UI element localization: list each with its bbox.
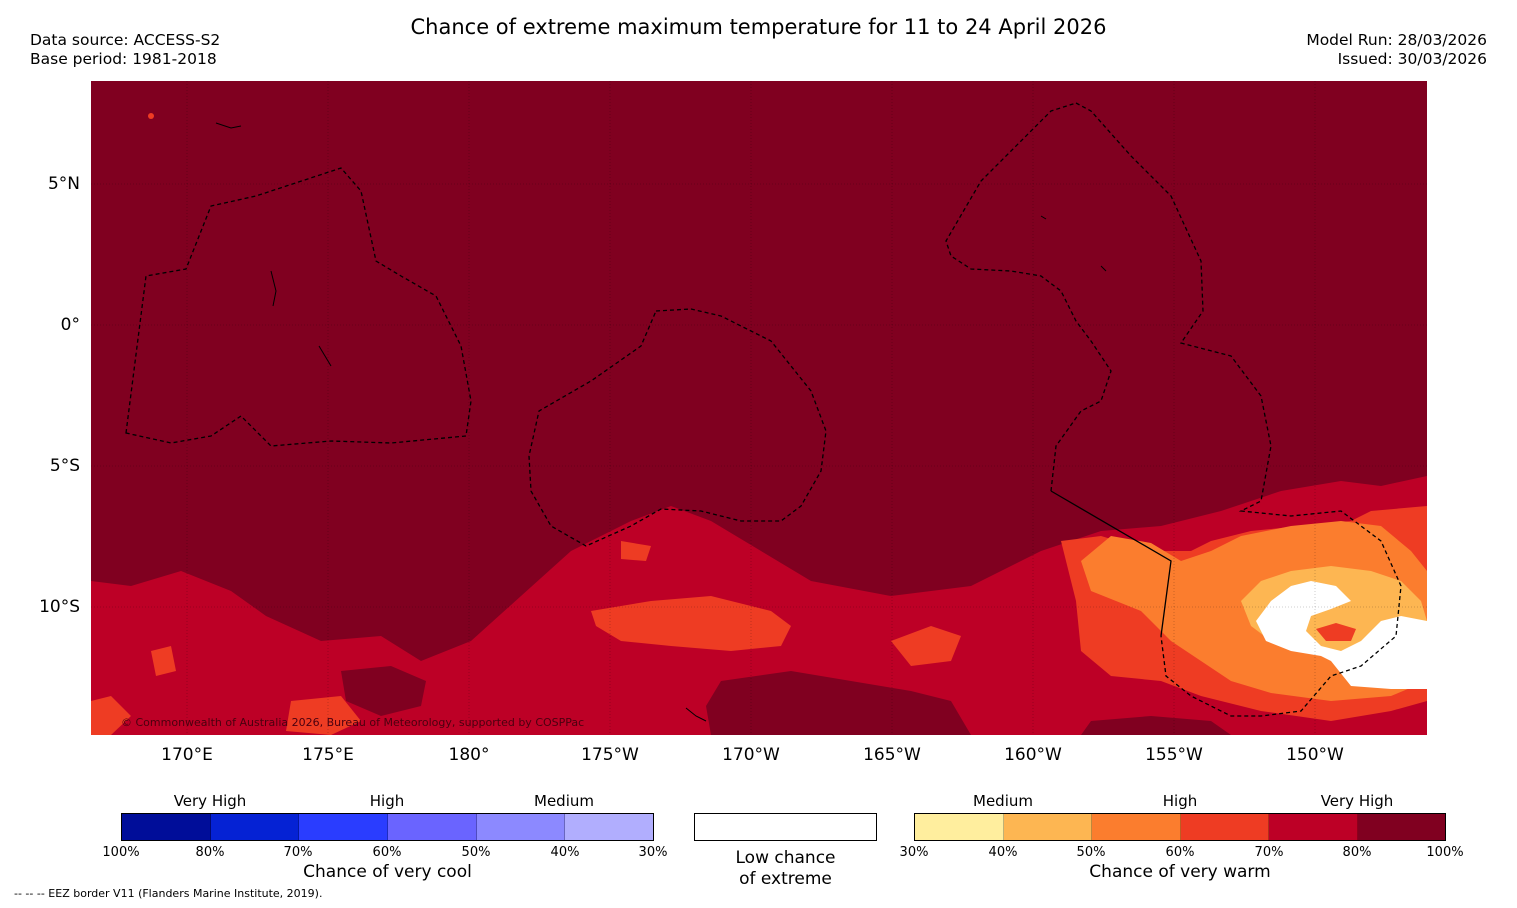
red-zone bbox=[621, 541, 651, 561]
cool-swatch bbox=[299, 814, 389, 840]
cool-tick: 50% bbox=[461, 845, 491, 860]
cool-swatch bbox=[476, 814, 566, 840]
warm-tick: 50% bbox=[1076, 845, 1106, 860]
x-tick: 170°W bbox=[722, 745, 780, 765]
cool-swatch bbox=[388, 814, 477, 840]
very-high-patch bbox=[706, 671, 971, 735]
low-chance-label: Low chance of extreme bbox=[694, 848, 877, 890]
island-marker bbox=[148, 113, 154, 119]
warm-label-very-high: Very High bbox=[1320, 792, 1394, 810]
base-period: Base period: 1981-2018 bbox=[30, 50, 217, 68]
model-run: Model Run: 28/03/2026 bbox=[1306, 31, 1487, 49]
y-tick: 5°N bbox=[47, 174, 80, 194]
cool-tick: 60% bbox=[372, 845, 402, 860]
low-chance-zone bbox=[1256, 581, 1427, 689]
cool-colorbar bbox=[121, 813, 654, 841]
x-tick: 170°E bbox=[161, 745, 213, 765]
x-tick: 150°W bbox=[1286, 745, 1344, 765]
cool-tick: 70% bbox=[283, 845, 313, 860]
temperature-map: © Commonwealth of Australia 2026, Bureau… bbox=[91, 81, 1427, 735]
cool-colorbar-title: Chance of very cool bbox=[303, 862, 472, 882]
x-tick: 155°W bbox=[1145, 745, 1203, 765]
cool-label-high: High bbox=[369, 792, 405, 810]
cool-label-medium: Medium bbox=[534, 792, 594, 810]
red-zone bbox=[591, 596, 791, 651]
red-zone bbox=[91, 696, 131, 735]
red-zone bbox=[891, 626, 961, 666]
warm-tick: 70% bbox=[1254, 845, 1284, 860]
x-tick: 180° bbox=[448, 745, 490, 765]
warm-tick: 80% bbox=[1342, 845, 1372, 860]
warm-label-medium: Medium bbox=[973, 792, 1033, 810]
red-zone bbox=[1316, 623, 1356, 641]
cool-swatch bbox=[122, 814, 211, 840]
cool-label-very-high: Very High bbox=[173, 792, 247, 810]
warm-swatch bbox=[1003, 814, 1092, 840]
red-zone bbox=[151, 646, 176, 676]
warm-label-high: High bbox=[1162, 792, 1198, 810]
red-zone bbox=[286, 696, 361, 735]
low-chance-swatch bbox=[694, 813, 877, 841]
cool-tick: 80% bbox=[195, 845, 225, 860]
low-chance-line2: of extreme bbox=[739, 869, 832, 889]
issued-date: Issued: 30/03/2026 bbox=[1337, 50, 1487, 68]
very-high-patch bbox=[341, 666, 426, 716]
islands bbox=[215, 122, 1107, 722]
warm-colorbar bbox=[914, 813, 1446, 841]
warm-swatch bbox=[1180, 814, 1269, 840]
data-source: Data source: ACCESS-S2 bbox=[30, 31, 221, 49]
boundary-line bbox=[1050, 490, 1172, 637]
graticule bbox=[91, 81, 1427, 735]
cool-swatch bbox=[565, 814, 654, 840]
warm-swatch bbox=[1092, 814, 1181, 840]
cool-tick: 40% bbox=[550, 845, 580, 860]
y-tick: 5°S bbox=[49, 456, 80, 476]
x-tick: 160°W bbox=[1004, 745, 1062, 765]
very-high-patch bbox=[1081, 716, 1231, 735]
warm-tick: 60% bbox=[1165, 845, 1195, 860]
warm-tick: 40% bbox=[988, 845, 1018, 860]
cool-swatch bbox=[210, 814, 300, 840]
y-tick: 0° bbox=[60, 315, 80, 335]
cool-tick: 100% bbox=[102, 845, 140, 860]
eez-footnote: -- -- -- EEZ border V11 (Flanders Marine… bbox=[14, 887, 323, 900]
warm-tick: 30% bbox=[899, 845, 929, 860]
warm-swatch bbox=[1357, 814, 1445, 840]
eez-border bbox=[125, 102, 1402, 717]
x-tick: 165°W bbox=[863, 745, 921, 765]
map-title: Chance of extreme maximum temperature fo… bbox=[410, 15, 1107, 39]
x-tick: 175°E bbox=[302, 745, 354, 765]
x-tick: 175°W bbox=[581, 745, 639, 765]
low-chance-line1: Low chance bbox=[735, 848, 836, 868]
cool-tick: 30% bbox=[638, 845, 668, 860]
data-info: Data source: ACCESS-S2 Base period: 1981… bbox=[30, 31, 220, 69]
run-info: Model Run: 28/03/2026 Issued: 30/03/2026 bbox=[1306, 31, 1487, 69]
warm-colorbar-title: Chance of very warm bbox=[1089, 862, 1271, 882]
copyright-text: © Commonwealth of Australia 2026, Bureau… bbox=[121, 716, 584, 729]
warm-tick: 100% bbox=[1426, 845, 1464, 860]
warm-swatch bbox=[915, 814, 1004, 840]
warm-swatch bbox=[1269, 814, 1358, 840]
y-tick: 10°S bbox=[39, 597, 80, 617]
